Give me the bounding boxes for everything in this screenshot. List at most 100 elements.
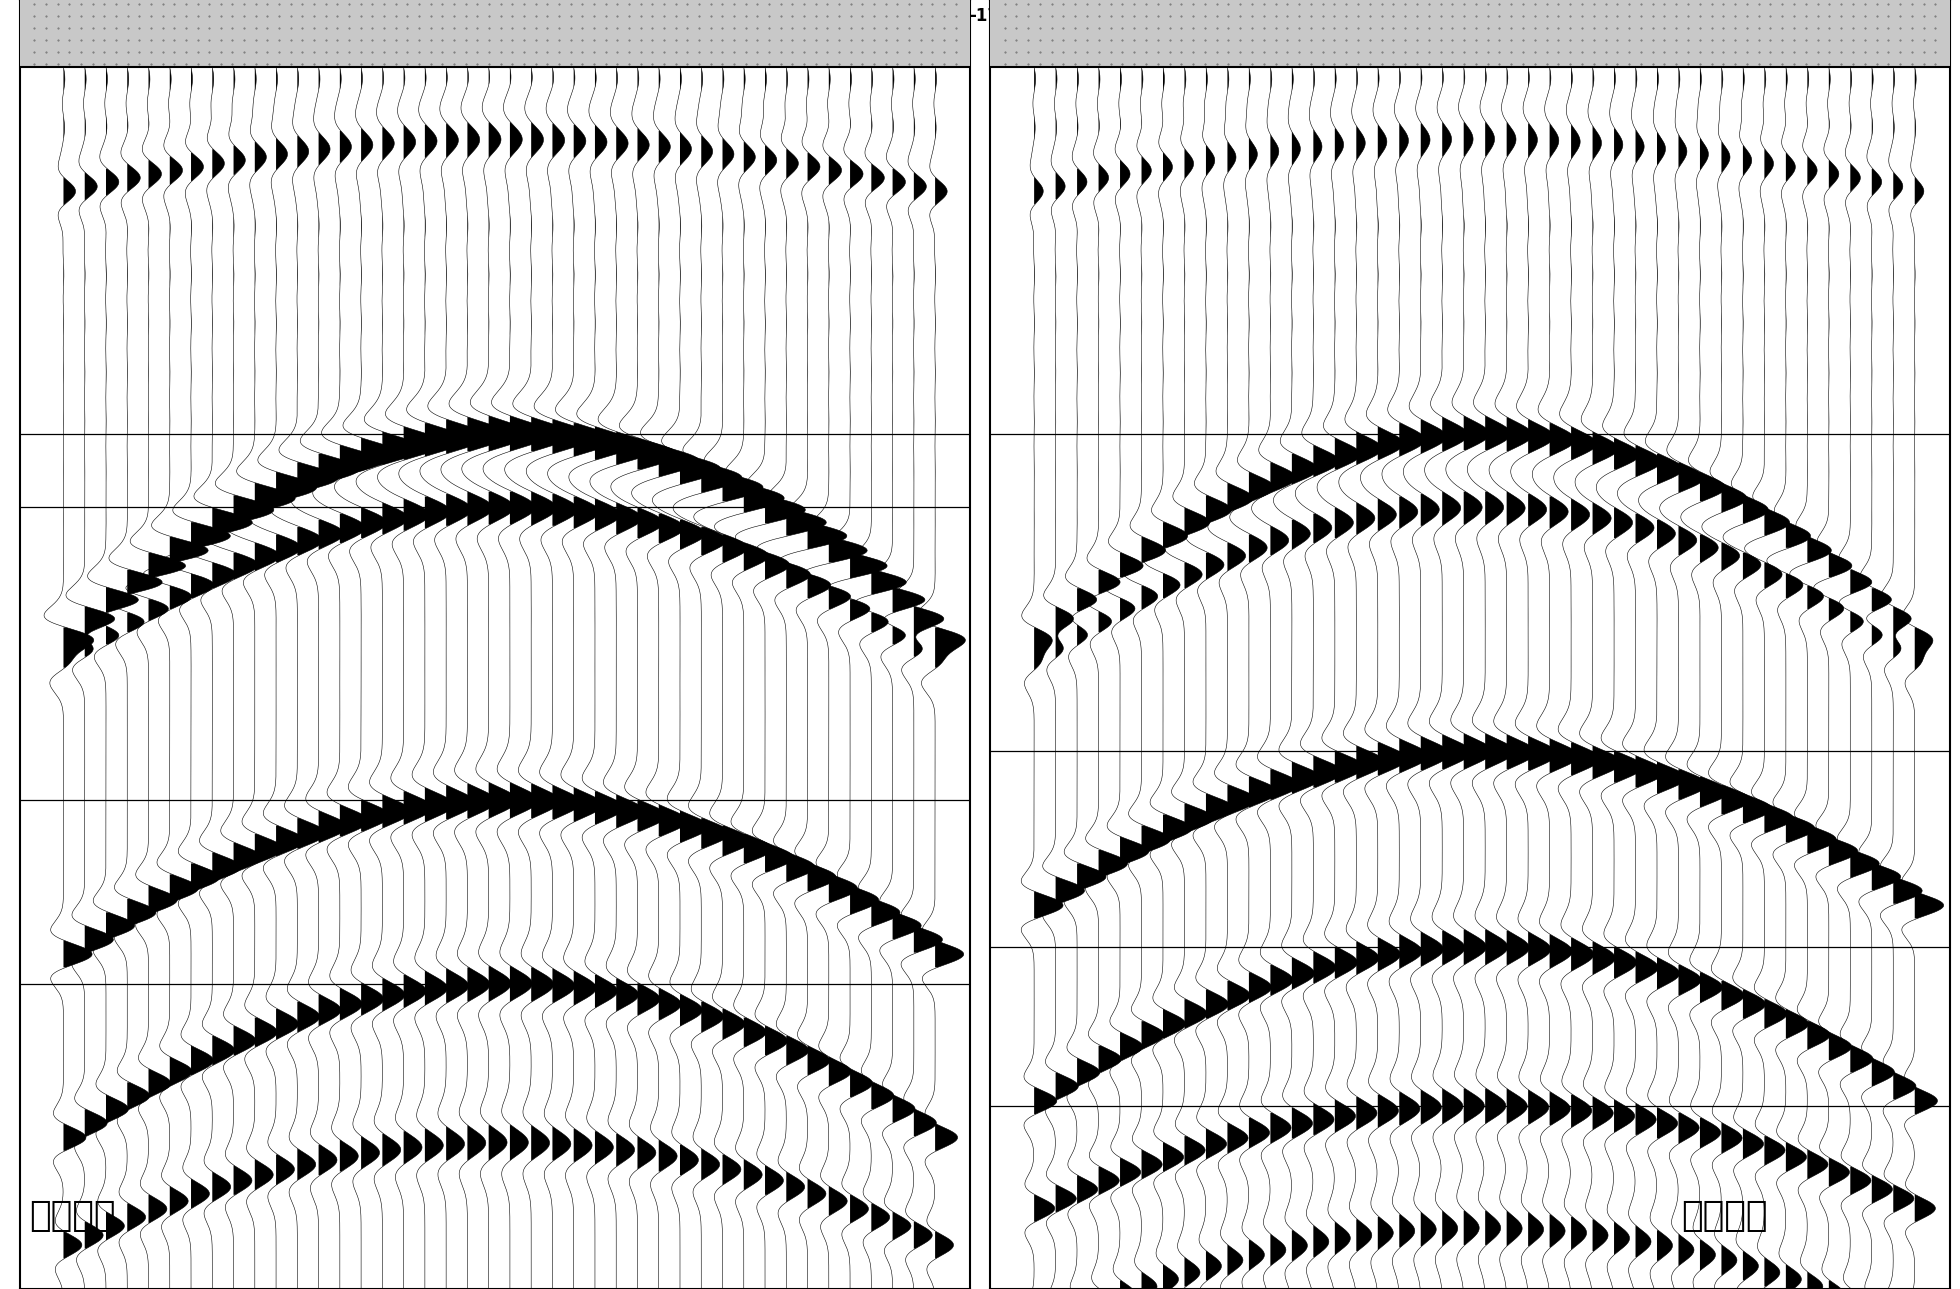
Point (1731, 30, 1762, 50)
Point (182, 17, 214, 37)
Point (1731, 17, 1762, 37)
Point (241, 30, 272, 50)
Point (941, 53, 972, 73)
Point (1225, 41, 1256, 62)
Point (1178, 41, 1209, 62)
Point (1590, 53, 1621, 73)
Point (263, 5, 294, 26)
Point (1425, 53, 1456, 73)
Point (427, 53, 459, 73)
Point (1237, 53, 1268, 73)
Point (1107, 41, 1139, 62)
Point (368, 0, 400, 14)
Point (65, 0, 96, 14)
Point (1660, 53, 1691, 73)
Point (1131, 17, 1162, 37)
Point (1013, 17, 1045, 37)
Point (1437, 0, 1468, 14)
Point (1178, 5, 1209, 26)
Point (1507, 17, 1539, 37)
Point (649, 53, 680, 73)
Point (218, 30, 249, 50)
Point (1660, 0, 1691, 14)
Point (1648, 17, 1680, 37)
Point (1296, 17, 1327, 37)
Point (1778, 41, 1809, 62)
Point (484, 0, 515, 14)
Point (404, 17, 435, 37)
Point (1225, 0, 1256, 14)
Point (474, 0, 506, 14)
Point (835, 53, 866, 73)
Point (566, 30, 598, 50)
Point (1154, 53, 1186, 73)
Point (1554, 0, 1586, 14)
Point (229, 53, 261, 73)
Point (229, 41, 261, 62)
Point (1190, 53, 1221, 73)
Point (1766, 0, 1797, 14)
Point (708, 41, 739, 62)
Point (1049, 53, 1080, 73)
Point (1613, 41, 1644, 62)
Point (171, 53, 202, 73)
Point (1084, 0, 1115, 14)
Point (1060, 41, 1092, 62)
Point (1837, 5, 1868, 26)
Point (590, 53, 621, 73)
Point (1789, 53, 1821, 73)
Point (1719, 41, 1750, 62)
Point (929, 0, 960, 14)
Point (1543, 41, 1574, 62)
Point (1801, 5, 1833, 26)
Point (990, 0, 1021, 14)
Point (135, 17, 167, 37)
Point (1601, 0, 1633, 14)
Point (894, 5, 925, 26)
Point (451, 17, 482, 37)
Point (1143, 0, 1174, 14)
Point (229, 17, 261, 37)
Point (182, 0, 214, 14)
Point (1707, 41, 1739, 62)
Point (708, 17, 739, 37)
Point (392, 30, 423, 50)
Point (1707, 17, 1739, 37)
Point (1484, 17, 1515, 37)
Point (100, 41, 131, 62)
Point (474, 17, 506, 37)
Point (1907, 0, 1938, 14)
Point (1331, 5, 1362, 26)
Point (1742, 0, 1774, 14)
Point (298, 5, 329, 26)
Point (1331, 41, 1362, 62)
Point (194, 5, 225, 26)
Point (1648, 53, 1680, 73)
Point (1260, 0, 1292, 14)
Point (1543, 5, 1574, 26)
Point (672, 17, 704, 37)
Point (906, 41, 937, 62)
Point (1672, 5, 1703, 26)
Point (474, 5, 506, 26)
Point (894, 30, 925, 50)
Point (463, 0, 494, 14)
Point (1778, 53, 1809, 73)
Point (684, 17, 715, 37)
Point (1237, 5, 1268, 26)
Point (427, 5, 459, 26)
Point (1601, 5, 1633, 26)
Point (1296, 0, 1327, 14)
Point (1837, 41, 1868, 62)
Point (858, 53, 890, 73)
Point (112, 53, 143, 73)
Point (1519, 0, 1550, 14)
Point (251, 30, 282, 50)
Point (1401, 53, 1433, 73)
Point (1343, 53, 1374, 73)
Point (53, 17, 84, 37)
Point (333, 30, 365, 50)
Point (1143, 41, 1174, 62)
Point (800, 53, 831, 73)
Point (729, 5, 760, 26)
